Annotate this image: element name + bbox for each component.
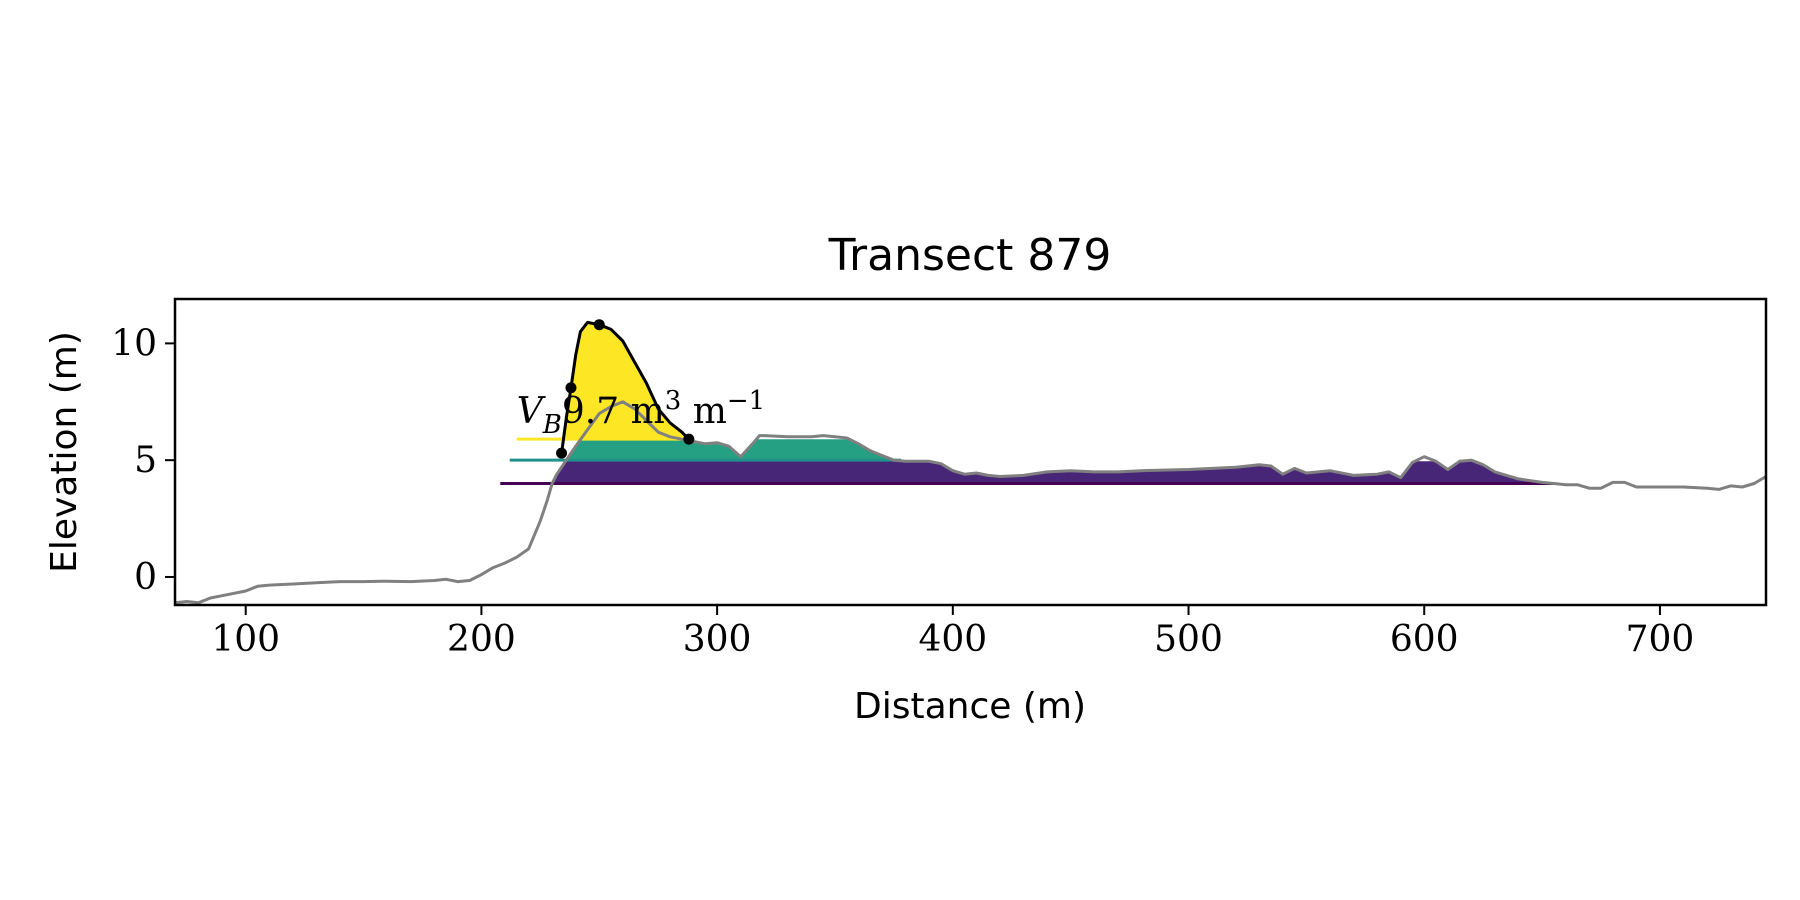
volume-fill-dune: [561, 322, 689, 440]
dune-marker: [593, 319, 605, 331]
dune-marker: [683, 433, 695, 445]
chart-title: Transect 879: [828, 230, 1112, 281]
x-tick-label: 200: [447, 619, 516, 660]
plot-frame: [173, 297, 1768, 607]
plot-content: [175, 319, 1766, 605]
x-tick-label: 500: [1154, 619, 1223, 660]
y-axis: 0 5 10: [111, 323, 175, 598]
x-axis-label: Distance (m): [854, 686, 1086, 727]
volume-fill-middle: [556, 439, 901, 462]
x-tick-label: 600: [1390, 619, 1459, 660]
x-tick-label: 300: [683, 619, 752, 660]
plot-area: [175, 319, 1766, 605]
x-axis: 100 200 300 400 500 600 700: [211, 605, 1694, 660]
dune-marker: [556, 447, 568, 459]
dune-outline: [560, 320, 690, 454]
x-tick-label: 700: [1626, 619, 1695, 660]
annotation-value: 9.7 m: [562, 391, 665, 432]
y-tick-label: 10: [111, 323, 157, 364]
y-tick-label: 0: [134, 557, 157, 598]
annotation-unit: m: [681, 391, 727, 432]
profile-line: [175, 400, 1766, 605]
dune-marker: [565, 382, 577, 394]
annotation-symbol: V: [517, 391, 547, 432]
y-axis-label: Elevation (m): [44, 331, 85, 573]
x-tick-label: 400: [918, 619, 987, 660]
annotation-subscript: B: [542, 410, 562, 440]
annotation-unit-exponent: −1: [727, 386, 765, 416]
annotation-unit-superscript: 3: [665, 386, 682, 416]
x-tick-label: 100: [211, 619, 280, 660]
volume-annotation: VB9.7 m3 m−1: [517, 386, 765, 440]
y-tick-label: 5: [134, 440, 157, 481]
